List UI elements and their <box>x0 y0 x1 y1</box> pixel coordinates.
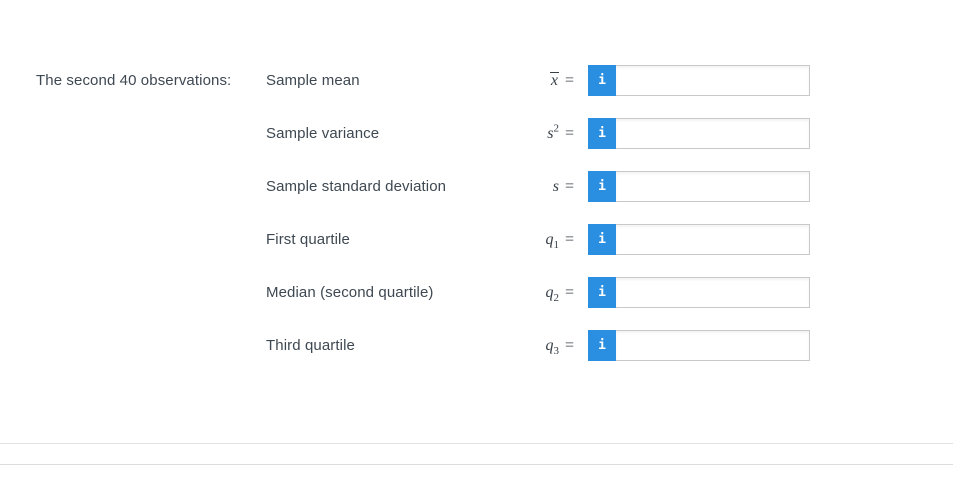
info-button[interactable]: i <box>588 330 616 361</box>
row-label: Sample mean <box>266 72 360 89</box>
answer-input-group: i <box>588 171 810 202</box>
symbol-base: s <box>552 177 559 195</box>
equals-sign: = <box>564 124 574 142</box>
equals-sign: = <box>564 230 574 248</box>
statistics-answer-form: The second 40 observations: Sample mean … <box>0 54 953 372</box>
observations-label: The second 40 observations: <box>36 72 232 89</box>
symbol-subscript: 1 <box>553 238 559 251</box>
answer-input[interactable] <box>616 330 810 361</box>
symbol-subscript: 2 <box>553 291 559 304</box>
row-sample-std-dev: Sample standard deviation s = i <box>0 160 953 213</box>
symbol-base: q <box>545 283 554 301</box>
divider-line <box>0 464 953 465</box>
info-button[interactable]: i <box>588 277 616 308</box>
equals-sign: = <box>564 177 574 195</box>
math-symbol-s-squared: s2 = <box>510 122 588 143</box>
row-median: Median (second quartile) q2 = i <box>0 266 953 319</box>
symbol-base: q <box>545 230 554 248</box>
math-symbol-s: s = <box>510 178 588 196</box>
answer-input-group: i <box>588 277 810 308</box>
symbol-base: s <box>547 124 554 142</box>
math-symbol-q1: q1 = <box>510 230 588 251</box>
info-button[interactable]: i <box>588 171 616 202</box>
info-button[interactable]: i <box>588 224 616 255</box>
row-label: Sample standard deviation <box>266 178 447 195</box>
row-third-quartile: Third quartile q3 = i <box>0 319 953 372</box>
equals-sign: = <box>564 71 574 89</box>
row-sample-variance: Sample variance s2 = i <box>0 107 953 160</box>
answer-input-group: i <box>588 224 810 255</box>
row-sample-mean: The second 40 observations: Sample mean … <box>0 54 953 107</box>
answer-input-group: i <box>588 65 810 96</box>
answer-input[interactable] <box>616 277 810 308</box>
answer-input-group: i <box>588 330 810 361</box>
symbol-base: x <box>549 71 559 89</box>
row-label: Sample variance <box>266 125 380 142</box>
answer-input[interactable] <box>616 171 810 202</box>
answer-input[interactable] <box>616 224 810 255</box>
symbol-subscript: 3 <box>553 344 559 357</box>
answer-input[interactable] <box>616 65 810 96</box>
row-label: First quartile <box>266 231 350 248</box>
info-button[interactable]: i <box>588 65 616 96</box>
row-label: Median (second quartile) <box>266 284 434 301</box>
answer-input[interactable] <box>616 118 810 149</box>
answer-input-group: i <box>588 118 810 149</box>
divider-line <box>0 443 953 444</box>
equals-sign: = <box>564 336 574 354</box>
info-button[interactable]: i <box>588 118 616 149</box>
row-first-quartile: First quartile q1 = i <box>0 213 953 266</box>
math-symbol-q3: q3 = <box>510 336 588 357</box>
row-label: Third quartile <box>266 337 355 354</box>
math-symbol-q2: q2 = <box>510 283 588 304</box>
symbol-superscript: 2 <box>553 122 559 135</box>
equals-sign: = <box>564 283 574 301</box>
math-symbol-xbar: x = <box>510 71 588 90</box>
symbol-base: q <box>545 336 554 354</box>
